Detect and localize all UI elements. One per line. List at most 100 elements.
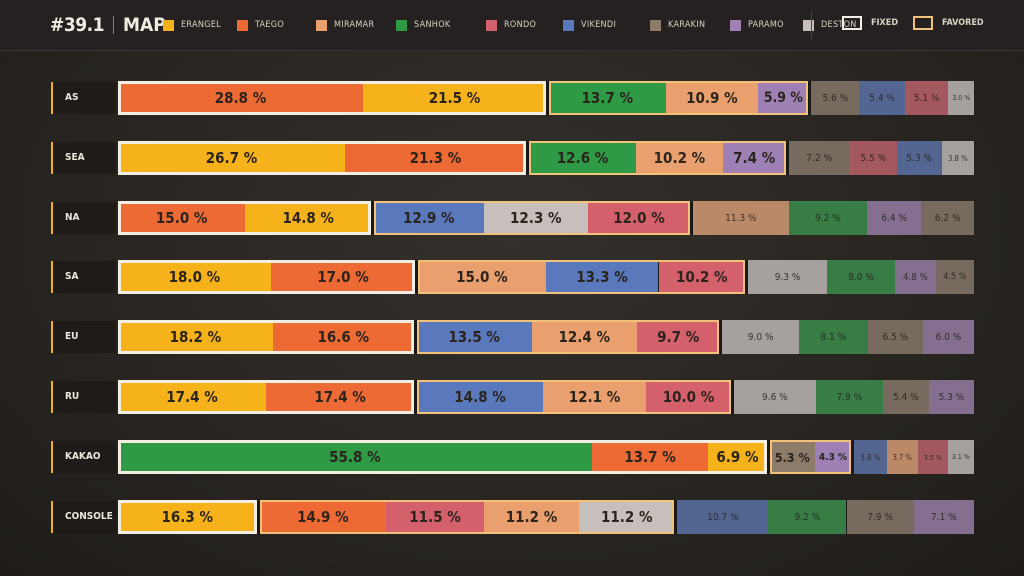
segment-value-label: 11.2 %	[600, 508, 653, 526]
segment-value-label: 13.5 %	[448, 328, 500, 346]
segment-value-label: 5.1 %	[913, 92, 940, 104]
segment-value-label: 5.5 %	[860, 152, 887, 164]
bar-segment-deston: 11.2 %	[579, 500, 675, 534]
region-label-na: NA	[51, 202, 116, 234]
bar-segment-karakin: 6.2 %	[921, 201, 974, 235]
segment-value-label: 18.2 %	[169, 328, 222, 346]
bar-segment-rondo: 9.7 %	[636, 320, 720, 354]
bar-segment-vikendi: 3.8 %	[854, 440, 887, 474]
segment-value-label: 10.9 %	[686, 89, 738, 107]
header-bar: #39.1 MAP ERANGEL TAEGO MIRAMAR SANHOK RONDO…	[0, 0, 1024, 51]
bar-segment-rondo: 11.5 %	[386, 500, 484, 534]
segment-value-label: 9.6 %	[762, 391, 788, 403]
legend-item-vikendi: VIKENDI	[563, 19, 650, 31]
bar-segment-taego: 14.9 %	[259, 500, 387, 534]
bar-segment-erangel: 14.8 %	[245, 201, 372, 235]
segment-value-label: 3.5 %	[923, 452, 942, 462]
bar-segment-karakin: 7.9 %	[846, 500, 914, 534]
segment-value-label: 11.3 %	[725, 212, 757, 224]
legend-item-sanhok: SANHOK	[396, 19, 486, 31]
bar-segment-vikendi: 5.4 %	[859, 81, 906, 115]
segment-value-label: 3.1 %	[951, 453, 970, 461]
bar-segment-sanhok: 13.7 %	[548, 81, 666, 115]
page-title: MAP	[123, 14, 166, 36]
segment-value-label: 14.8 %	[282, 209, 334, 227]
bar-segment-miramar: 12.4 %	[531, 320, 637, 354]
bar-segment-vikendi: 5.3 %	[896, 141, 942, 175]
bar-segment-rondo: 10.2 %	[658, 260, 746, 294]
bar-segment-vikendi: 14.8 %	[417, 380, 544, 414]
segment-value-label: 5.4 %	[893, 391, 919, 403]
segment-value-label: 12.4 %	[558, 328, 610, 346]
bar-segment-rondo: 5.5 %	[849, 141, 897, 175]
bar-segment-miramar: 11.2 %	[483, 500, 580, 534]
region-label-kakao: KAKAO	[51, 441, 116, 473]
segment-value-label: 11.5 %	[409, 508, 461, 526]
bar-segment-deston: 9.0 %	[722, 320, 799, 354]
segment-value-label: 5.4 %	[869, 92, 895, 104]
segment-value-label: 15.0 %	[456, 268, 508, 286]
segment-value-label: 12.3 %	[510, 209, 562, 227]
legend-label: VIKENDI	[581, 20, 617, 30]
segment-value-label: 13.7 %	[624, 448, 676, 466]
bar-segment-deston: 3.0 %	[948, 81, 974, 115]
bar-segment-miramar: 3.7 %	[886, 440, 918, 474]
bar-segment-miramar: 11.3 %	[692, 201, 789, 235]
region-bar-eu: 18.2 % 16.6 % 13.5 % 12.4 % 9.7 % 9.0 % 8.1 % 6…	[118, 320, 974, 354]
title-group: #39.1 MAP	[50, 12, 166, 38]
bar-segment-taego: 17.4 %	[266, 380, 415, 414]
segment-value-label: 13.3 %	[576, 268, 628, 286]
segment-value-label: 7.9 %	[867, 511, 893, 523]
legend-label: KARAKIN	[668, 20, 706, 30]
bar-segment-deston: 9.3 %	[748, 260, 828, 294]
bar-segment-sanhok: 9.2 %	[788, 201, 867, 235]
legend-swatch-icon	[396, 19, 407, 31]
bar-segment-sanhok: 8.0 %	[827, 260, 896, 294]
bar-segment-miramar: 15.0 %	[418, 260, 546, 294]
bar-segment-sanhok: 12.6 %	[529, 141, 637, 175]
bar-segment-erangel: 17.4 %	[118, 380, 267, 414]
segment-value-label: 18.0 %	[168, 268, 221, 286]
bar-segment-erangel: 21.5 %	[363, 81, 546, 115]
bar-segment-karakin: 5.6 %	[811, 81, 860, 115]
segment-value-label: 7.1 %	[930, 511, 957, 523]
bar-segment-paramo: 5.9 %	[758, 81, 809, 115]
bar-segment-vikendi: 13.5 %	[416, 320, 532, 354]
segment-value-label: 4.5 %	[943, 272, 967, 282]
segment-value-label: 10.2 %	[653, 149, 706, 167]
region-label-as: AS	[51, 82, 116, 114]
segment-value-label: 6.9 %	[716, 448, 759, 466]
segment-value-label: 28.8 %	[214, 89, 267, 107]
bar-segment-rondo: 3.5 %	[917, 440, 948, 474]
bar-segment-vikendi: 13.3 %	[545, 260, 659, 294]
bar-segment-karakin: 5.3 %	[769, 440, 815, 474]
favored-swatch-icon	[913, 16, 933, 30]
region-label-sa: SA	[51, 261, 116, 293]
segment-value-label: 17.4 %	[166, 388, 218, 406]
header-divider	[811, 11, 812, 39]
legend-label: RONDO	[504, 20, 537, 30]
bar-segment-erangel: 26.7 %	[118, 141, 345, 175]
fixed-label: FIXED	[871, 18, 899, 28]
segment-value-label: 3.8 %	[860, 452, 881, 462]
fixed-key: FIXED	[842, 16, 898, 30]
bar-segment-deston: 9.6 %	[734, 380, 816, 414]
segment-value-label: 12.9 %	[403, 209, 455, 227]
segment-value-label: 7.2 %	[806, 152, 833, 164]
segment-value-label: 4.3 %	[818, 451, 848, 463]
legend-item-taego: TAEGO	[237, 19, 316, 31]
favored-label: FAVORED	[942, 18, 984, 28]
segment-value-label: 16.3 %	[161, 508, 214, 526]
segment-value-label: 15.0 %	[155, 209, 208, 227]
bar-segment-paramo: 6.4 %	[867, 201, 922, 235]
legend-swatch-icon	[563, 19, 574, 31]
region-label-eu: EU	[51, 321, 116, 353]
legend-item-karakin: KARAKIN	[650, 19, 730, 31]
segment-value-label: 21.5 %	[428, 89, 481, 107]
segment-value-label: 5.3 %	[774, 449, 810, 465]
region-label-sea: SEA	[51, 142, 116, 174]
legend-swatch-icon	[650, 19, 661, 31]
bar-segment-sanhok: 7.9 %	[815, 380, 883, 414]
bar-segment-paramo: 7.4 %	[722, 141, 786, 175]
